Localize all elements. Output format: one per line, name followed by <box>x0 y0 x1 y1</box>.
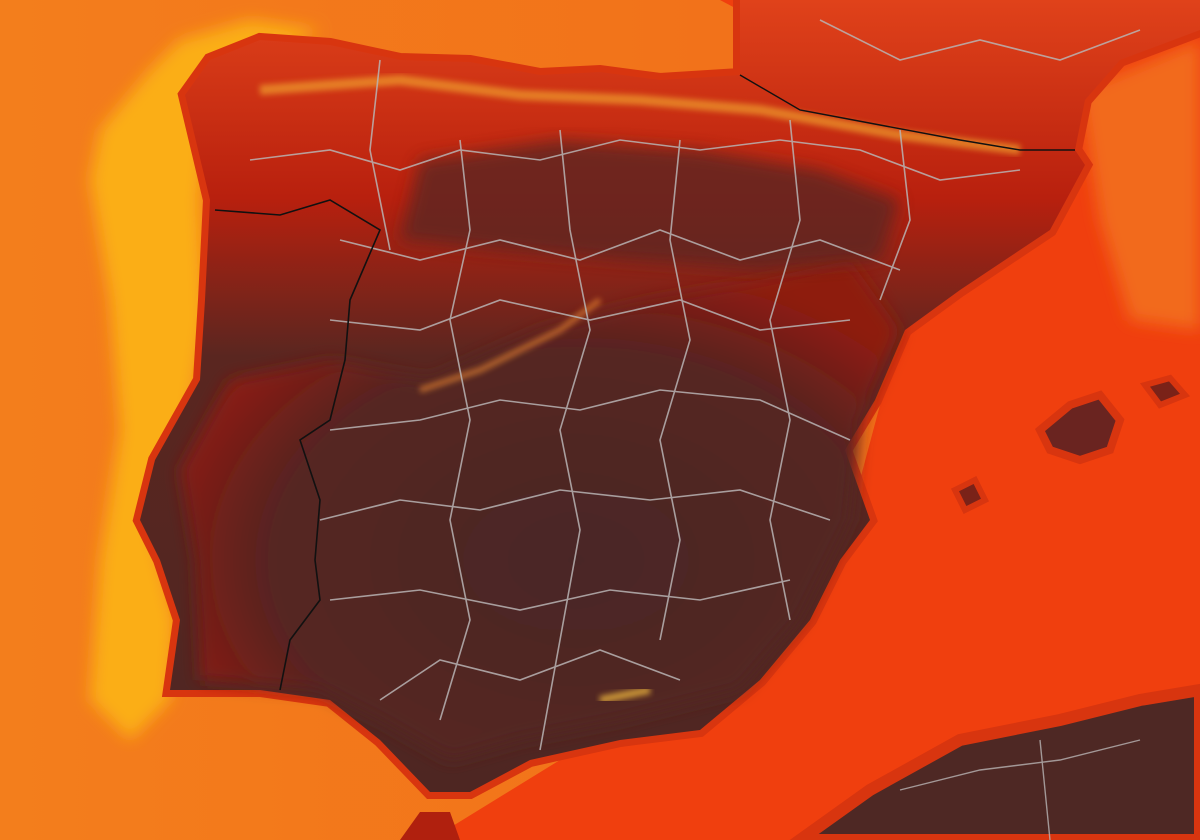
cool-coastal-band <box>90 20 320 740</box>
border <box>1039 739 1051 840</box>
balearic-islands <box>950 374 1191 515</box>
africa-borders <box>899 739 1141 840</box>
mountain-highlight <box>599 686 651 704</box>
border <box>659 139 691 641</box>
border <box>439 139 471 721</box>
pyrenees-border <box>739 74 1075 151</box>
portugal-border <box>214 199 382 691</box>
border <box>339 229 901 271</box>
hot-interior <box>180 260 900 760</box>
border <box>899 739 1141 791</box>
border <box>879 129 911 301</box>
border <box>819 19 1141 61</box>
border <box>539 129 591 751</box>
border <box>369 59 391 251</box>
border <box>329 389 851 441</box>
province-borders <box>249 19 1141 751</box>
ibiza <box>950 475 990 515</box>
menorca <box>1139 374 1191 409</box>
north-africa-west <box>400 812 460 840</box>
mediterranean <box>430 0 1200 840</box>
border <box>329 579 791 611</box>
ebro-duero-plain <box>400 140 900 270</box>
mountain-highlight <box>419 297 602 393</box>
warm-sea <box>1080 40 1200 330</box>
border <box>329 299 851 331</box>
border <box>319 489 831 521</box>
border <box>769 119 801 621</box>
border <box>249 139 1021 181</box>
border <box>379 649 681 701</box>
north-africa <box>789 683 1200 840</box>
mallorca <box>1035 390 1125 465</box>
